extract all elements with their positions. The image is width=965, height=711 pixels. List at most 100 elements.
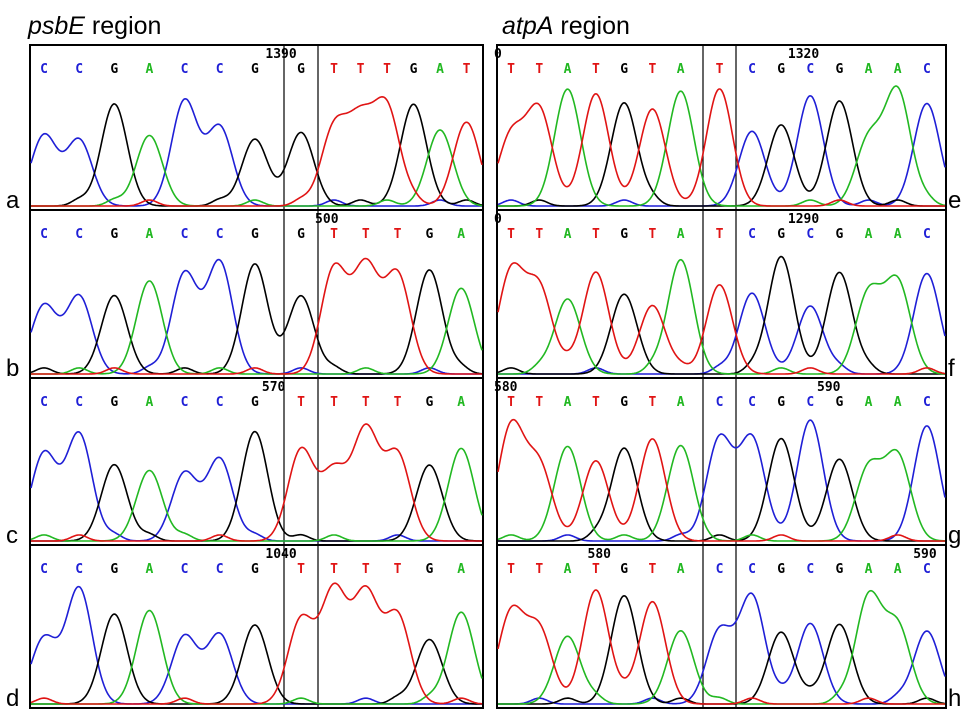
trace-T bbox=[497, 589, 945, 705]
base-call-T: T bbox=[362, 227, 370, 242]
base-call-A: A bbox=[677, 62, 685, 77]
panel-d: C C G A C C G T T T T G A 1040 bbox=[29, 544, 484, 709]
panel-e: T T A T G T A T C G C G A A C 0 1320 bbox=[494, 44, 947, 211]
base-call-C: C bbox=[923, 62, 931, 77]
base-call-C: C bbox=[806, 227, 814, 242]
base-call-A: A bbox=[894, 562, 902, 577]
base-call-C: C bbox=[181, 62, 189, 77]
trace-C bbox=[30, 585, 482, 705]
trace-A bbox=[30, 447, 483, 542]
base-call-G: G bbox=[110, 395, 118, 410]
base-call-C: C bbox=[806, 562, 814, 577]
base-call-A: A bbox=[564, 227, 572, 242]
base-call-G: G bbox=[425, 227, 433, 242]
base-call-G: G bbox=[410, 62, 418, 77]
trace-A bbox=[31, 280, 483, 375]
position-number: 590 bbox=[913, 547, 937, 562]
base-call-T: T bbox=[507, 562, 515, 577]
base-call-T: T bbox=[357, 62, 365, 77]
base-call-C: C bbox=[748, 227, 756, 242]
base-call-G: G bbox=[620, 562, 628, 577]
position-number: 1040 bbox=[265, 547, 296, 562]
base-call-T: T bbox=[362, 395, 370, 410]
base-call-T: T bbox=[383, 62, 391, 77]
panel-label-d: d bbox=[6, 685, 19, 711]
base-call-T: T bbox=[649, 562, 657, 577]
panel-label-f: f bbox=[948, 355, 955, 382]
trace-G bbox=[30, 263, 483, 375]
trace-T bbox=[31, 257, 482, 375]
base-call-T: T bbox=[649, 62, 657, 77]
trace-A bbox=[498, 85, 946, 207]
trace-G bbox=[498, 594, 946, 705]
panel-label-h: h bbox=[948, 685, 961, 711]
panel-a: C C G A C C G G T T T G A T 1390 bbox=[29, 44, 484, 211]
base-call-C: C bbox=[748, 395, 756, 410]
base-call-G: G bbox=[777, 62, 785, 77]
base-call-G: G bbox=[110, 62, 118, 77]
trace-G bbox=[497, 255, 945, 375]
trace-A bbox=[31, 129, 483, 207]
trace-T bbox=[497, 418, 945, 542]
panel-label-c: c bbox=[6, 522, 18, 549]
base-call-T: T bbox=[330, 562, 338, 577]
base-call-A: A bbox=[865, 227, 873, 242]
base-call-A: A bbox=[564, 562, 572, 577]
base-call-C: C bbox=[748, 562, 756, 577]
base-call-A: A bbox=[894, 62, 902, 77]
panel-f: T T A T G T A T C G C G A A C 0 1290 bbox=[494, 209, 947, 379]
base-call-T: T bbox=[592, 562, 600, 577]
base-call-A: A bbox=[677, 395, 685, 410]
trace-C bbox=[30, 258, 482, 375]
base-call-A: A bbox=[564, 62, 572, 77]
trace-T bbox=[31, 423, 482, 542]
base-call-T: T bbox=[535, 62, 543, 77]
trace-G bbox=[31, 613, 482, 705]
trace-G bbox=[498, 100, 945, 207]
base-call-T: T bbox=[535, 227, 543, 242]
base-call-C: C bbox=[181, 395, 189, 410]
base-call-C: C bbox=[40, 562, 48, 577]
base-call-T: T bbox=[535, 562, 543, 577]
base-call-C: C bbox=[716, 395, 724, 410]
base-call-G: G bbox=[777, 562, 785, 577]
atpA-region-title: atpA region bbox=[502, 12, 630, 40]
trace-C bbox=[30, 97, 482, 207]
base-call-A: A bbox=[894, 395, 902, 410]
base-call-T: T bbox=[649, 227, 657, 242]
trace-G bbox=[31, 103, 483, 207]
position-number: 1390 bbox=[265, 47, 296, 62]
base-call-T: T bbox=[297, 562, 305, 577]
base-call-C: C bbox=[216, 562, 224, 577]
base-call-C: C bbox=[806, 62, 814, 77]
base-call-A: A bbox=[146, 227, 154, 242]
trace-A bbox=[498, 589, 945, 705]
base-call-A: A bbox=[457, 562, 465, 577]
base-call-C: C bbox=[40, 395, 48, 410]
base-call-G: G bbox=[836, 395, 844, 410]
base-call-A: A bbox=[457, 395, 465, 410]
base-call-T: T bbox=[507, 395, 515, 410]
base-call-G: G bbox=[620, 395, 628, 410]
base-call-G: G bbox=[620, 62, 628, 77]
base-call-A: A bbox=[677, 227, 685, 242]
base-call-G: G bbox=[620, 227, 628, 242]
trace-C bbox=[498, 592, 946, 705]
position-number: 580 bbox=[588, 547, 612, 562]
base-call-T: T bbox=[394, 395, 402, 410]
base-call-T: T bbox=[592, 227, 600, 242]
base-call-C: C bbox=[216, 62, 224, 77]
trace-T bbox=[497, 262, 946, 375]
base-call-G: G bbox=[777, 395, 785, 410]
base-call-G: G bbox=[251, 562, 259, 577]
base-call-T: T bbox=[297, 395, 305, 410]
position-number: 1290 bbox=[788, 212, 819, 227]
base-call-C: C bbox=[923, 227, 931, 242]
panel-b: C C G A C C G G T T T G A 500 bbox=[29, 209, 484, 379]
base-call-G: G bbox=[110, 562, 118, 577]
base-call-C: C bbox=[923, 395, 931, 410]
trace-G bbox=[498, 437, 945, 542]
trace-A bbox=[498, 258, 946, 375]
base-call-T: T bbox=[507, 227, 515, 242]
